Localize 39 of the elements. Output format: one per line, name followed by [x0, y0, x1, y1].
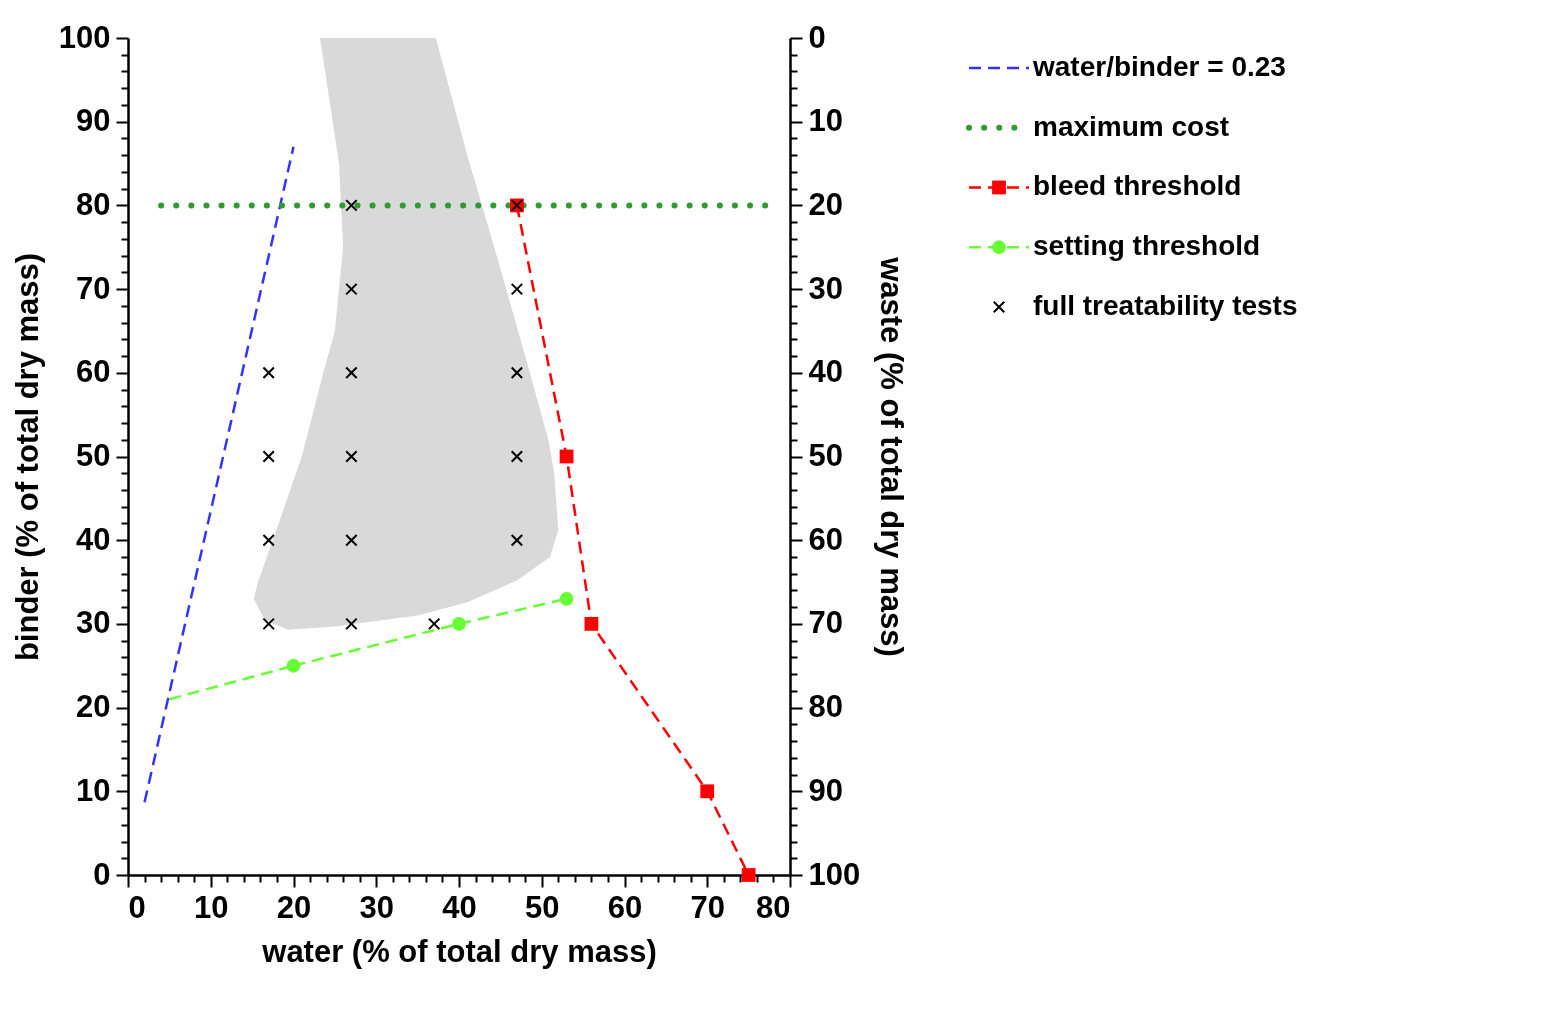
y-tick-label: 0: [93, 856, 111, 892]
x-tick-label: 50: [525, 889, 560, 925]
x-tick-label: 60: [607, 889, 643, 925]
x-tick-label: 10: [194, 889, 229, 925]
legend-label: full treatability tests: [1033, 290, 1298, 322]
legend-label: setting threshold: [1033, 230, 1261, 262]
y-tick-label: 90: [76, 103, 111, 139]
x-tick-label: 80: [756, 889, 791, 925]
y2-axis-title: waste (% of total dry mass): [874, 256, 910, 657]
y-tick-label: 80: [76, 186, 111, 222]
y2-tick-label: 100: [808, 856, 861, 892]
legend-label: bleed threshold: [1033, 170, 1242, 202]
y-tick-label: 40: [76, 521, 111, 557]
x-tick-label: 0: [128, 889, 146, 925]
y-tick-label: 70: [76, 270, 111, 306]
y-tick-label: 20: [76, 689, 111, 725]
y-tick-label: 60: [76, 354, 111, 390]
y2-tick-label: 80: [808, 689, 843, 725]
y-axis-title: binder (% of total dry mass): [9, 252, 45, 662]
y2-tick-label: 0: [808, 19, 826, 55]
legend-label: maximum cost: [1033, 110, 1230, 142]
y-tick-label: 50: [76, 438, 111, 473]
y2-tick-label: 40: [808, 354, 843, 390]
y2-tick-label: 10: [808, 103, 843, 139]
y2-tick-label: 60: [808, 521, 843, 557]
x-axis-title: water (% of total dry mass): [261, 933, 657, 969]
x-tick-label: 30: [359, 889, 394, 925]
y2-tick-label: 50: [808, 438, 843, 473]
y2-tick-label: 20: [808, 186, 843, 222]
x-tick-label: 20: [276, 889, 312, 925]
y-tick-label: 100: [58, 19, 111, 55]
y2-tick-label: 30: [808, 270, 843, 306]
y2-tick-label: 70: [808, 605, 843, 641]
y-tick-label: 30: [76, 605, 111, 641]
x-tick-label: 70: [690, 889, 725, 925]
y2-tick-label: 90: [808, 772, 843, 808]
x-tick-label: 40: [442, 889, 477, 925]
legend-label: water/binder = 0.23: [1032, 50, 1286, 82]
y-tick-label: 10: [76, 772, 111, 808]
